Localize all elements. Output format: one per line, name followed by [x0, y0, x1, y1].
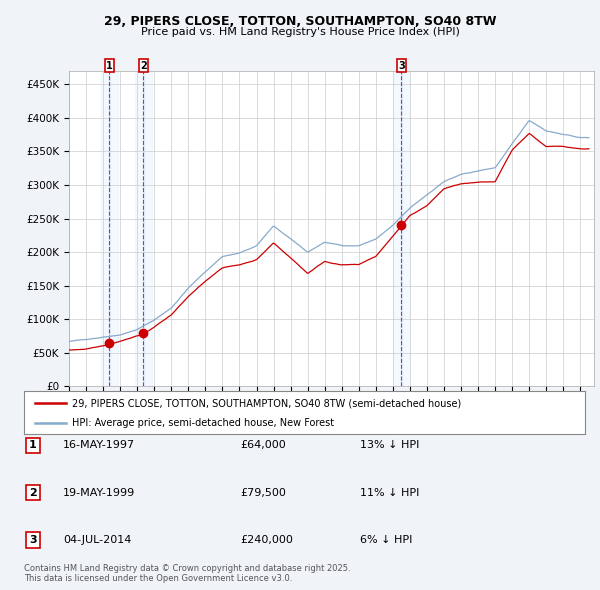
- Text: 13% ↓ HPI: 13% ↓ HPI: [360, 441, 419, 450]
- Text: £240,000: £240,000: [240, 535, 293, 545]
- Text: £64,000: £64,000: [240, 441, 286, 450]
- Bar: [401, 71, 402, 386]
- Text: 6% ↓ HPI: 6% ↓ HPI: [360, 535, 412, 545]
- Text: 2: 2: [140, 61, 147, 71]
- Text: 1: 1: [29, 441, 37, 450]
- Text: £79,500: £79,500: [240, 488, 286, 497]
- Text: 3: 3: [398, 61, 405, 71]
- Bar: [101, 71, 118, 386]
- Text: Contains HM Land Registry data © Crown copyright and database right 2025.
This d: Contains HM Land Registry data © Crown c…: [24, 563, 350, 583]
- Bar: [393, 71, 410, 386]
- Bar: [135, 71, 152, 386]
- Text: Price paid vs. HM Land Registry's House Price Index (HPI): Price paid vs. HM Land Registry's House …: [140, 27, 460, 37]
- Bar: [109, 71, 110, 386]
- Text: 1: 1: [106, 61, 113, 71]
- Text: 11% ↓ HPI: 11% ↓ HPI: [360, 488, 419, 497]
- Text: 3: 3: [29, 535, 37, 545]
- Text: 2: 2: [29, 488, 37, 497]
- Text: 29, PIPERS CLOSE, TOTTON, SOUTHAMPTON, SO40 8TW (semi-detached house): 29, PIPERS CLOSE, TOTTON, SOUTHAMPTON, S…: [71, 398, 461, 408]
- Text: 04-JUL-2014: 04-JUL-2014: [63, 535, 131, 545]
- Text: 19-MAY-1999: 19-MAY-1999: [63, 488, 135, 497]
- Bar: [143, 71, 145, 386]
- Text: 29, PIPERS CLOSE, TOTTON, SOUTHAMPTON, SO40 8TW: 29, PIPERS CLOSE, TOTTON, SOUTHAMPTON, S…: [104, 15, 496, 28]
- Text: 16-MAY-1997: 16-MAY-1997: [63, 441, 135, 450]
- Text: HPI: Average price, semi-detached house, New Forest: HPI: Average price, semi-detached house,…: [71, 418, 334, 428]
